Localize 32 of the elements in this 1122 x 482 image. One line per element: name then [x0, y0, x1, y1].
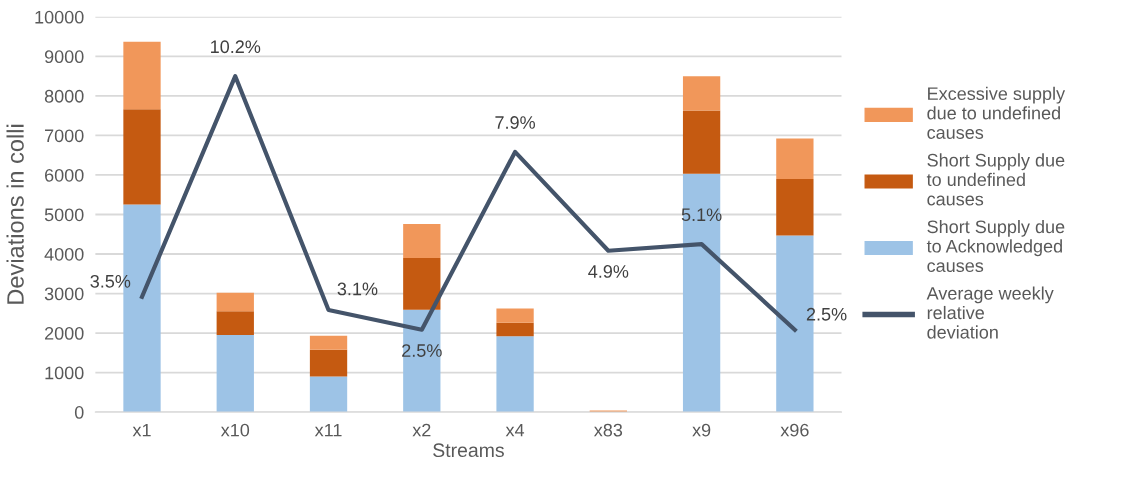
x-tick-label: x2: [412, 423, 431, 437]
data-label: 2.5%: [806, 307, 847, 321]
y-tick-label: 0: [74, 406, 84, 419]
y-tick-label: 4000: [44, 247, 84, 261]
data-label: 4.9%: [588, 265, 629, 278]
data-label: 3.1%: [337, 282, 378, 296]
data-label: 3.5%: [90, 274, 131, 288]
data-label: 5.1%: [681, 208, 722, 222]
y-tick-label: 10000: [35, 10, 84, 24]
y-tick-label: 7000: [45, 129, 84, 143]
y-tick-label: 6000: [45, 168, 84, 182]
x-tick-label: x4: [505, 423, 525, 437]
legend-label: Short Supply due to undefined causes: [926, 153, 1065, 206]
y-tick-label: 9000: [44, 50, 84, 64]
x-tick-label: x83: [593, 423, 623, 437]
y-tick-label: 2000: [45, 327, 84, 340]
legend-label: Short Supply due to Acknowledged causes: [926, 219, 1065, 273]
y-tick-label: 5000: [44, 208, 84, 222]
legend-label: Excessive supply due to undefined causes: [927, 86, 1066, 139]
y-tick-label: 8000: [44, 89, 84, 103]
x-axis-title: Streams: [433, 443, 504, 458]
x-tick-label: x1: [132, 423, 151, 437]
y-axis-title: Deviations in colli: [6, 124, 24, 304]
data-label: 7.9%: [495, 116, 535, 129]
legend-label: Average weekly relative deviation: [926, 286, 1054, 339]
y-tick-label: 1000: [45, 366, 84, 380]
x-tick-label: x10: [220, 423, 250, 437]
y-tick-label: 3000: [44, 287, 84, 301]
data-label: 10.2%: [211, 40, 261, 54]
x-tick-label: x11: [314, 423, 342, 437]
x-tick-label: x96: [780, 423, 809, 437]
x-tick-label: x9: [692, 423, 711, 437]
